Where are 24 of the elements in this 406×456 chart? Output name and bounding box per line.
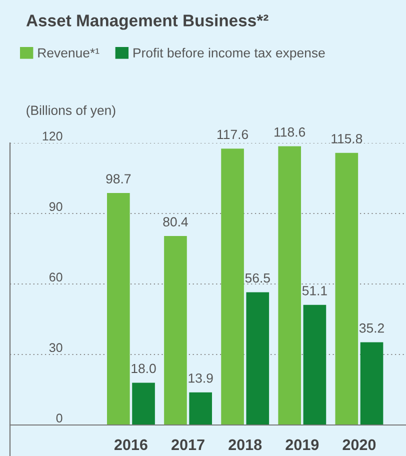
x-tick-label: 2019: [286, 439, 319, 450]
x-tick-label: 2017: [172, 439, 204, 450]
data-label: 56.5: [245, 273, 270, 283]
data-label: 117.6: [218, 130, 248, 140]
y-tick-label: 30: [49, 343, 62, 352]
data-label: 35.2: [359, 323, 384, 333]
x-tick-label: 2020: [342, 439, 376, 450]
x-tick-label: 2016: [114, 439, 148, 450]
data-label: 13.9: [188, 373, 213, 383]
y-axis-title: (Billions of yen): [26, 105, 116, 118]
data-label: 115.8: [332, 134, 362, 144]
y-tick-label: 120: [42, 132, 62, 141]
data-label: 18.0: [132, 364, 156, 374]
data-label: 80.4: [163, 217, 188, 227]
legend-label: Profit before income tax expense: [134, 48, 325, 60]
data-label: 118.6: [274, 127, 306, 137]
y-tick-label: 90: [49, 202, 62, 212]
legend-label: Revenue*¹: [38, 48, 100, 58]
x-tick-label: 2018: [228, 439, 262, 450]
chart-title: Asset Management Business*²: [26, 14, 268, 30]
data-label: 51.1: [302, 286, 327, 296]
y-tick-label: 60: [50, 272, 62, 282]
y-tick-label: 0: [56, 414, 62, 423]
data-label: 98.7: [106, 174, 131, 184]
